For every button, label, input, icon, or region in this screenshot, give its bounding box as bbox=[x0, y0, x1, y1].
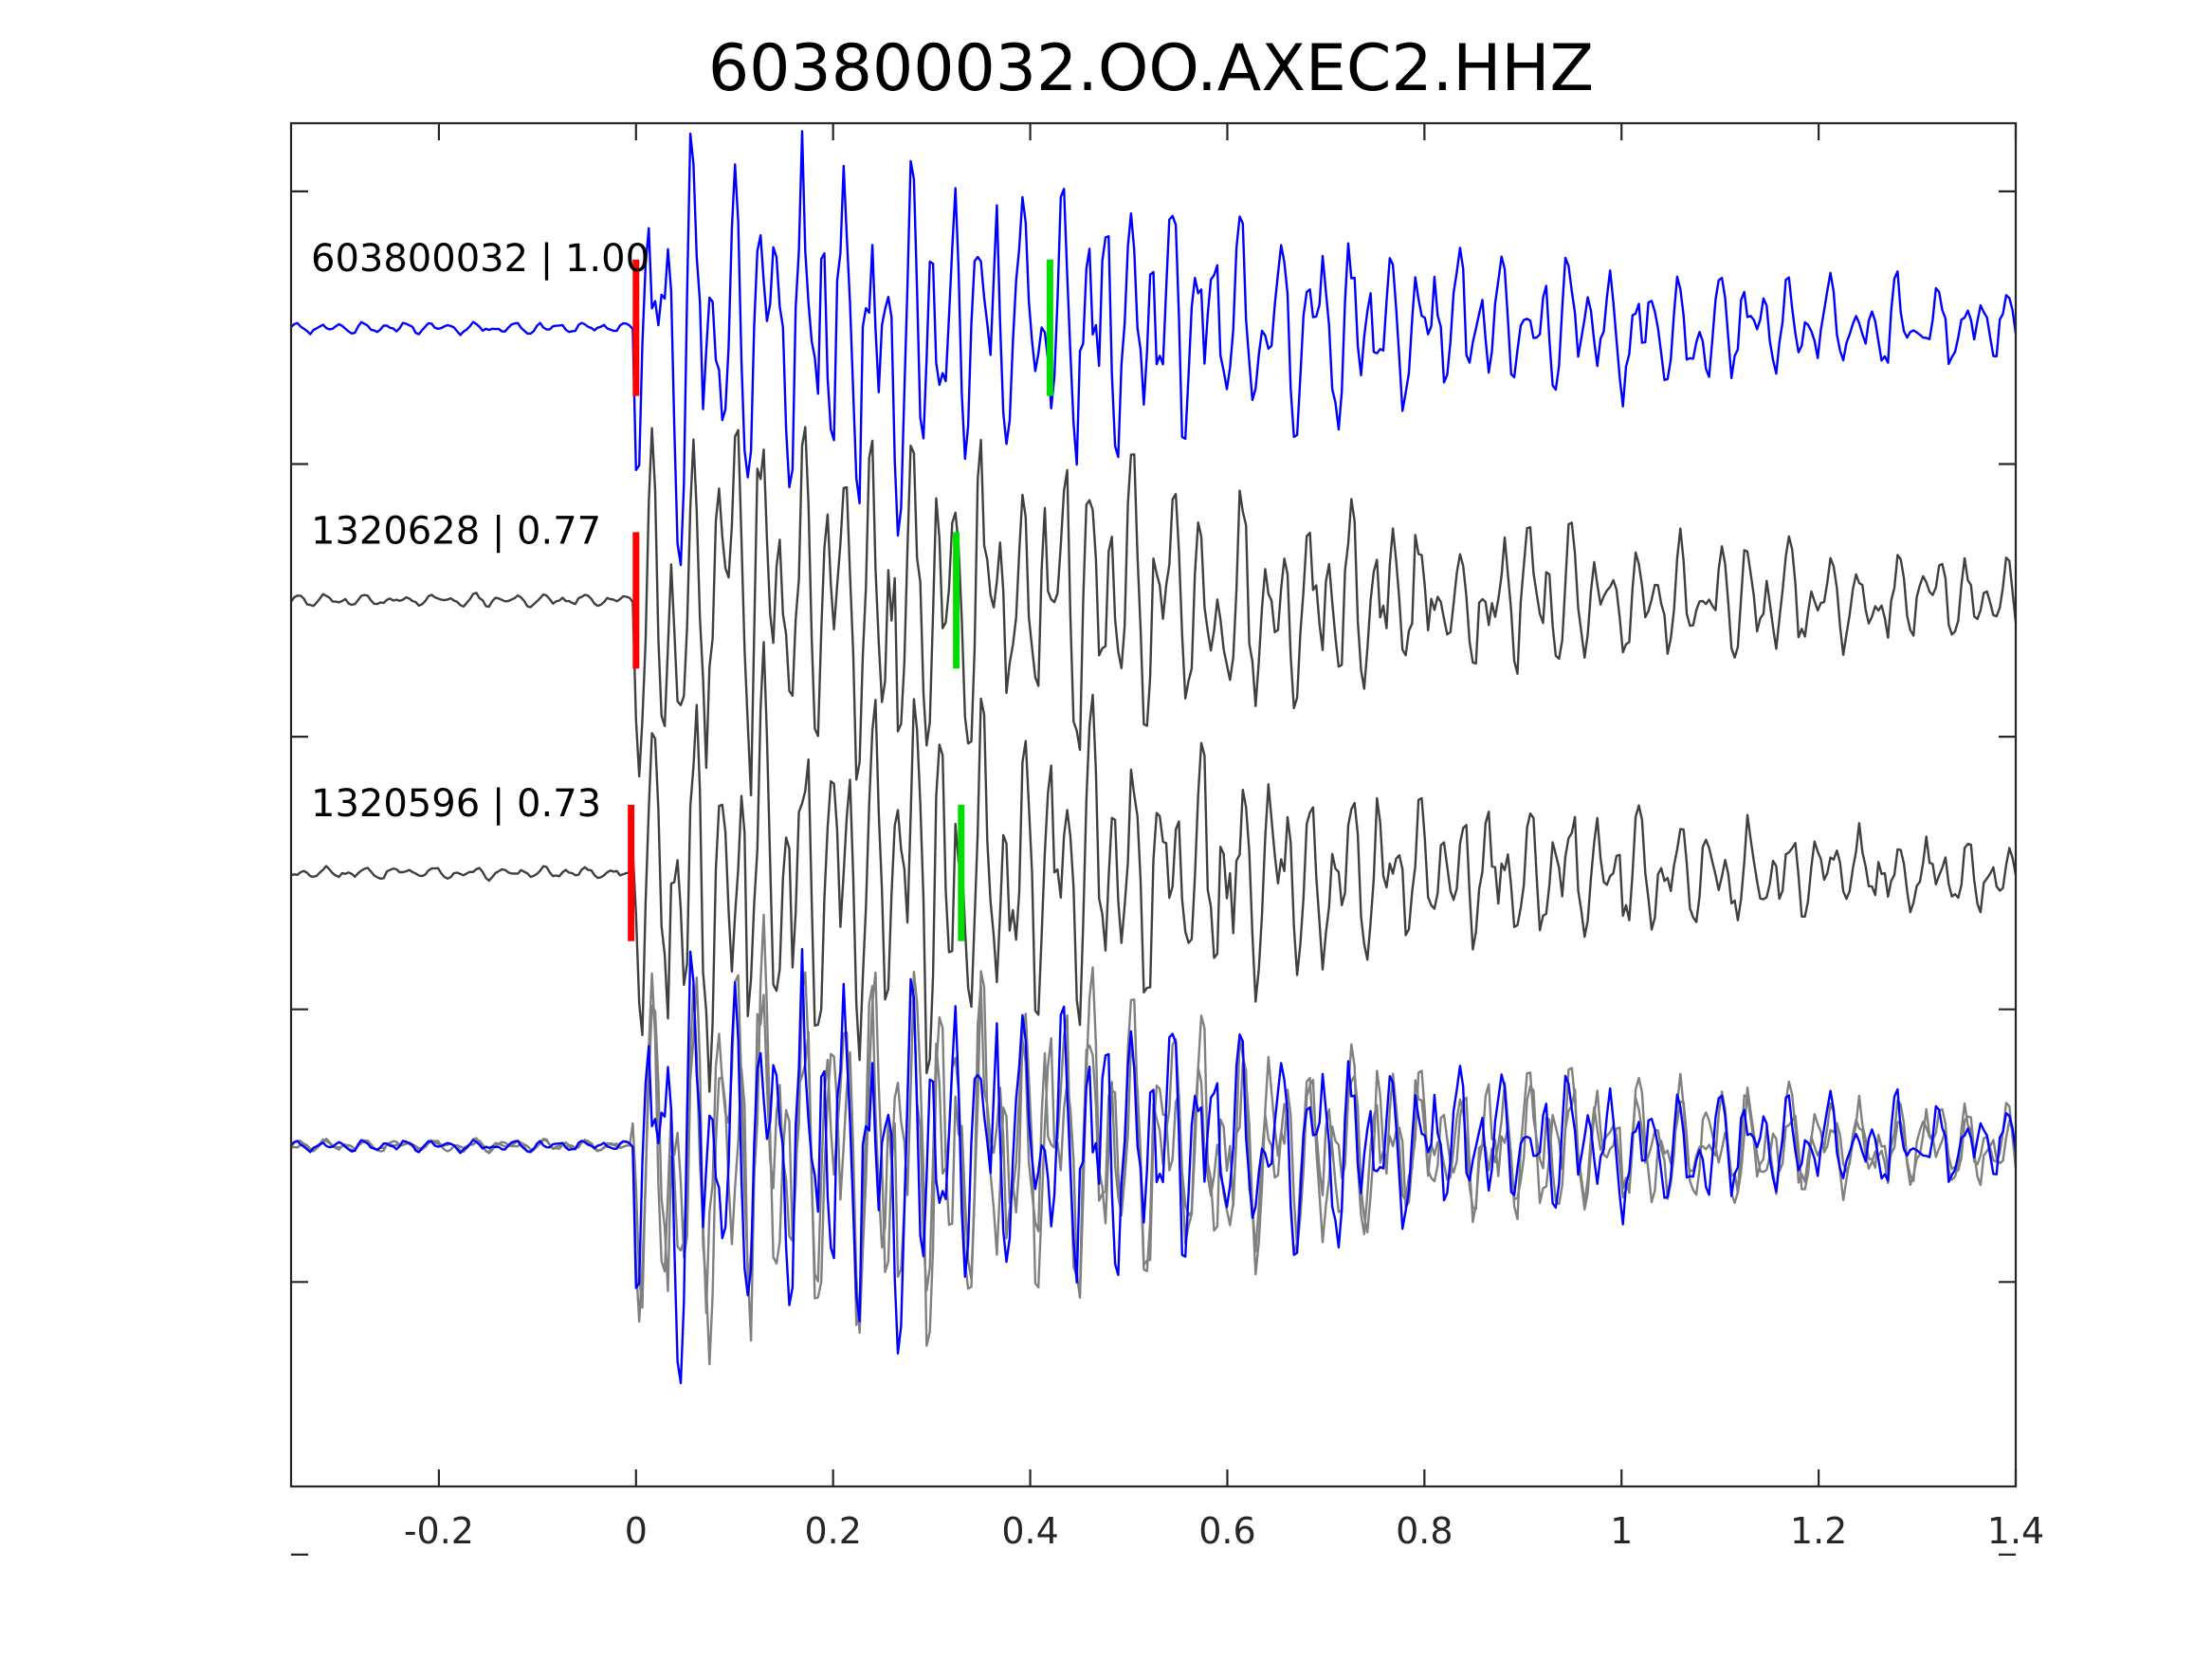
x-tick-label: 0.2 bbox=[804, 1510, 861, 1552]
axes-box bbox=[289, 121, 2018, 1488]
x-tick-label: -0.2 bbox=[404, 1510, 474, 1552]
x-tick-label: 0 bbox=[625, 1510, 648, 1552]
trace-series-line bbox=[290, 641, 2018, 1093]
trace-label: 1320628 | 0.77 bbox=[311, 509, 601, 553]
y-axis bbox=[291, 190, 2016, 1557]
overlay-series-line bbox=[290, 948, 2018, 1385]
x-axis: -0.2 0 0.2 0.4 0.6 0.8 1 1.2 1.4 bbox=[404, 123, 2044, 1552]
plot-area: 603800032 | 1.00 1320628 | 0.77 1320596 | … bbox=[290, 130, 2018, 1385]
trace-series-line bbox=[290, 130, 2018, 567]
trace-label: 603800032 | 1.00 bbox=[311, 237, 649, 281]
trace-label: 1320596 | 0.73 bbox=[311, 782, 601, 826]
trace-series-line bbox=[290, 426, 2018, 797]
overlay-series-line bbox=[290, 913, 2018, 1366]
x-tick-label: 0.4 bbox=[1001, 1510, 1058, 1552]
x-tick-label: 1.4 bbox=[1987, 1510, 2044, 1552]
chart-title: 603800032.OO.AXEC2.HHZ bbox=[708, 31, 1594, 106]
x-tick-label: 0.6 bbox=[1198, 1510, 1255, 1552]
x-tick-label: 1 bbox=[1610, 1510, 1633, 1552]
x-tick-label: 0.8 bbox=[1396, 1510, 1453, 1552]
x-tick-label: 1.2 bbox=[1790, 1510, 1847, 1552]
